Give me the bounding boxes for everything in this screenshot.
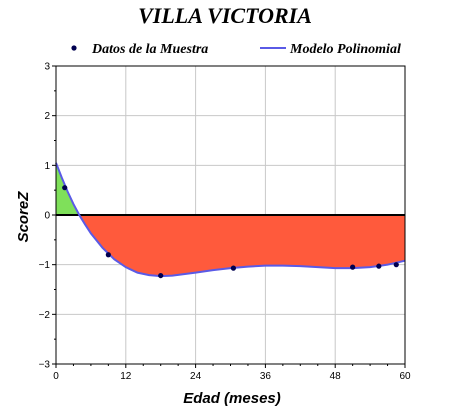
data-point-1 [105,252,111,258]
fill-above-zero [56,162,80,215]
legend-label-modelo: Modelo Polinomial [289,42,401,57]
y-tick-label-0: −3 [39,360,51,371]
y-tick-label-1: −2 [39,310,51,321]
legend: Datos de la Muestra Modelo Polinomial [71,42,401,57]
y-tick-label-3: 0 [44,211,50,222]
y-tick-label-4: 1 [44,161,50,172]
x-tick-label-4: 48 [330,371,342,382]
data-point-2 [158,272,164,279]
chart-title: VILLA VICTORIA [138,3,312,28]
y-tick-label-6: 3 [44,62,50,73]
data-point-4 [350,264,356,270]
series-line-modelo-polinomial [55,162,406,278]
data-point-3 [230,265,237,271]
x-tick-label-5: 60 [399,371,411,382]
y-tick-label-2: −1 [39,260,51,271]
x-tick-label-1: 12 [120,371,132,382]
fill-below-zero [79,215,406,277]
x-tick-label-3: 36 [260,371,272,382]
y-tick-label-5: 2 [44,111,50,122]
y-axis-label: ScoreZ [15,191,32,243]
legend-label-datos: Datos de la Muestra [91,42,208,57]
x-tick-label-0: 0 [53,371,59,382]
data-point-5 [376,263,382,269]
legend-scatter-marker [71,45,77,51]
x-tick-label-2: 24 [190,371,202,382]
data-point-0 [62,185,68,191]
x-axis-label: Edad (meses) [183,390,281,407]
data-point-6 [393,262,399,268]
